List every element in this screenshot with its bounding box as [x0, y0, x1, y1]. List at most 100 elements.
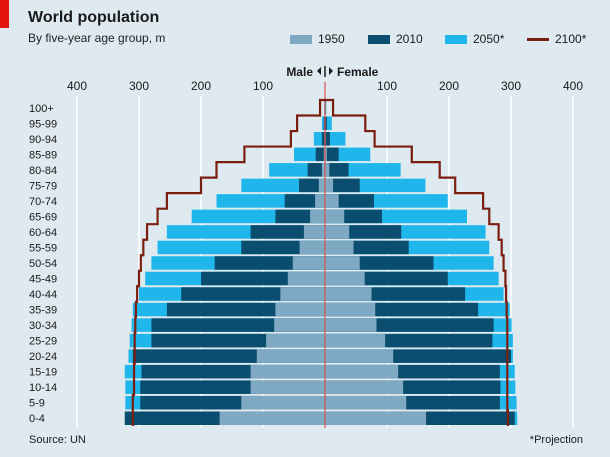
age-group-label: 15-19 — [29, 367, 57, 379]
legend-item-2100: 2100* — [527, 32, 586, 46]
legend-item-1950: 1950 — [290, 32, 345, 46]
legend-item-2050: 2050* — [445, 32, 504, 46]
legend-label-1950: 1950 — [318, 32, 345, 46]
projection-2100-lines — [131, 98, 509, 426]
age-group-label: 60-64 — [29, 227, 57, 239]
bar-1950-female — [325, 364, 399, 379]
bar-1950-male — [321, 163, 325, 177]
bar-2010-male — [307, 163, 325, 177]
age-group-label: 65-69 — [29, 211, 57, 223]
bar-2050-female — [325, 116, 332, 131]
age-group-label: 30-34 — [29, 320, 57, 332]
bar-1950-male — [315, 194, 325, 208]
age-group-label: 20-24 — [29, 351, 57, 363]
bar-1950-female — [325, 147, 327, 162]
age-group-label: 90-94 — [29, 134, 57, 146]
bar-1950-female — [325, 256, 360, 270]
bar-1950-female — [325, 209, 345, 224]
bar-2010-female — [325, 116, 327, 131]
female-label: Female — [337, 65, 379, 79]
line-2100-male — [131, 98, 325, 426]
source-note: Source: UN — [29, 434, 86, 446]
line-2100-female — [325, 98, 509, 426]
bar-2010-male — [284, 194, 325, 208]
age-group-label: 100+ — [29, 103, 54, 115]
age-group-label: 35-39 — [29, 305, 57, 317]
bar-2010-male — [323, 116, 325, 131]
x-tick-label: 200 — [191, 79, 211, 93]
legend-label-2010: 2010 — [396, 32, 423, 46]
age-group-label: 5-9 — [29, 398, 45, 410]
legend-item-2010: 2010 — [368, 32, 423, 46]
bar-1950-female — [325, 271, 365, 286]
bar-1950-female — [325, 333, 386, 348]
x-tick-label: 200 — [439, 79, 459, 93]
age-group-label: 10-14 — [29, 382, 57, 394]
bar-1950-male — [280, 287, 325, 301]
bar-2050-male — [321, 116, 325, 131]
legend-line-2100 — [527, 37, 549, 41]
x-tick-label: 100 — [253, 79, 273, 93]
legend-swatch-2050 — [445, 34, 467, 44]
bar-1950-male — [310, 209, 325, 224]
bar-1950-male — [274, 318, 325, 332]
bar-1950-male — [323, 147, 325, 162]
male-female-arrows-icon — [317, 66, 333, 77]
legend-label-2050: 2050* — [473, 32, 505, 46]
bar-2050-male — [313, 132, 325, 146]
bar-1950-male — [287, 271, 325, 286]
bar-2010-female — [325, 178, 360, 193]
age-group-label: 25-29 — [29, 336, 57, 348]
bar-2010-male — [298, 178, 325, 193]
age-group-label: 55-59 — [29, 242, 57, 254]
accent-bar — [0, 0, 9, 28]
x-tick-label: 300 — [129, 79, 149, 93]
x-tick-label: 400 — [563, 79, 583, 93]
legend-label-2100: 2100* — [555, 32, 587, 46]
bar-2010-female — [325, 147, 339, 162]
bar-1950-female — [325, 380, 404, 394]
age-group-label: 85-89 — [29, 149, 57, 161]
legend-swatch-1950 — [290, 34, 312, 44]
age-group-label: 45-49 — [29, 274, 57, 286]
bar-1950-male — [219, 411, 325, 425]
legend: 1950 2010 2050* 2100* — [0, 32, 610, 46]
age-group-label: 95-99 — [29, 118, 57, 130]
age-group-labels: 0-4 5-9 10-14 15-19 20-24 25-29 30-34 35-39 40-4… — [29, 103, 57, 425]
bar-1950-male — [275, 302, 325, 317]
bar-1950-female — [325, 395, 407, 410]
age-group-label: 0-4 — [29, 413, 45, 425]
center-axis: Male Female — [286, 65, 378, 79]
male-label: Male — [286, 65, 313, 79]
bar-1950-male — [250, 380, 325, 394]
chart-title: World population — [28, 9, 160, 26]
bar-1950-female — [325, 411, 427, 425]
age-group-label: 80-84 — [29, 165, 57, 177]
bar-1950-female — [325, 225, 350, 239]
bar-1950-female — [325, 178, 334, 193]
bar-1950-male — [303, 225, 325, 239]
bar-1950-male — [256, 349, 325, 363]
bar-1950-male — [318, 178, 325, 193]
bar-2010-female — [325, 163, 349, 177]
bar-1950-female — [325, 163, 330, 177]
x-tick-label: 300 — [501, 79, 521, 93]
chart-subtitle: By five-year age group, m — [28, 31, 166, 45]
bar-2010-male — [315, 147, 325, 162]
bar-1950-female — [325, 194, 339, 208]
x-tick-label: 400 — [67, 79, 87, 93]
bar-1950-female — [325, 302, 376, 317]
x-tick-label: 100 — [377, 79, 397, 93]
projection-note: *Projection — [529, 434, 583, 446]
legend-swatch-2010 — [368, 34, 390, 44]
bar-2010-female — [325, 132, 330, 146]
age-group-label: 40-44 — [29, 289, 57, 301]
bar-1950-male — [250, 364, 325, 379]
bar-1950-male — [241, 395, 325, 410]
bar-1950-female — [325, 287, 372, 301]
age-group-label: 75-79 — [29, 180, 57, 192]
bar-2050-female — [325, 132, 346, 146]
bar-1950-male — [299, 240, 325, 255]
